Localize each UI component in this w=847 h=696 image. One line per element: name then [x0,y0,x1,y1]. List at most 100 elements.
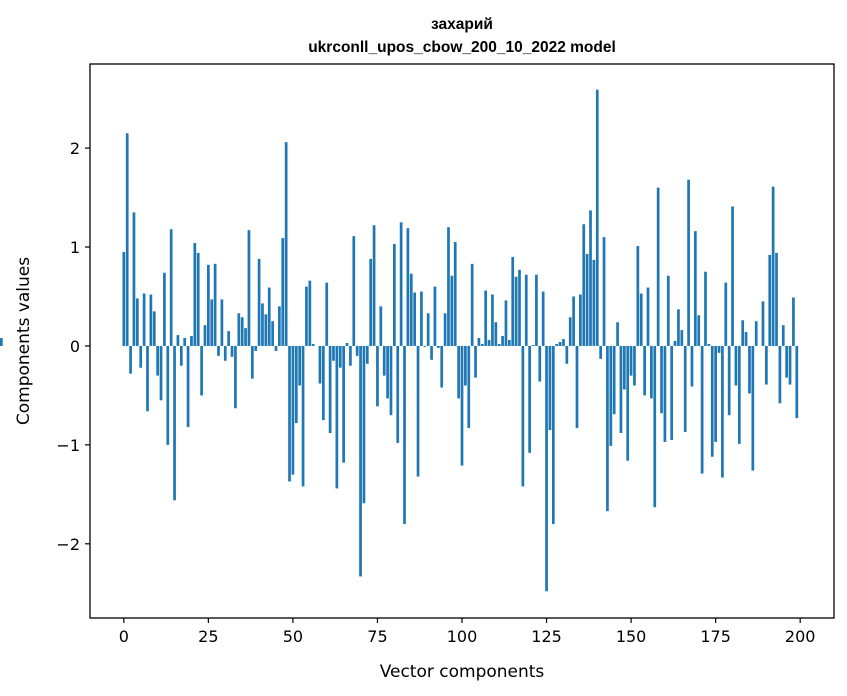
bar-128 [555,343,559,346]
bar-160 [663,345,667,442]
bar-129 [558,341,562,346]
bar-18 [183,338,187,346]
bar-67 [349,345,352,366]
bar-174 [710,345,714,457]
bar-149 [626,345,630,461]
bar-58 [318,345,322,384]
bar-198 [792,297,795,346]
bar-82 [399,222,403,346]
bar-26 [210,299,214,346]
bar-98 [453,242,457,346]
bar-22 [196,252,200,346]
bar-115 [511,256,515,346]
bar-25 [207,264,210,346]
bar-76 [379,306,383,346]
bar-46 [278,306,281,346]
bar-6 [142,293,146,346]
bar-31 [227,331,231,346]
bar-156 [650,345,653,399]
bar-4 [135,298,139,346]
bar-146 [616,322,619,346]
bar-28 [217,345,220,356]
bar-144 [609,345,613,446]
bar-125 [545,345,548,592]
bar-107 [484,290,488,346]
bar-147 [619,345,623,434]
bar-39 [254,345,258,351]
bar-95 [443,313,447,346]
bar-74 [372,225,376,346]
bar-51 [294,345,298,424]
bar-80 [393,244,396,346]
bar-109 [491,294,494,346]
bar-92 [433,286,437,346]
bar-56 [311,343,315,346]
bar-44 [271,321,274,346]
bar-153 [639,293,643,346]
bar-21 [193,243,197,346]
bar-178 [724,282,728,346]
bar-120 [528,345,531,453]
bar-182 [737,345,741,444]
bar-104 [474,345,477,378]
bar-180 [731,206,734,346]
bar-140 [595,89,599,346]
bar-70 [359,345,362,577]
bar-73 [369,258,373,346]
bar-83 [403,345,406,525]
bar-131 [565,345,569,364]
bar-172 [704,271,707,346]
bar-11 [159,345,163,401]
bar-133 [572,296,575,346]
bar-175 [714,345,717,442]
bar-181 [734,345,738,386]
bar-167 [687,179,690,346]
bar-86 [413,292,417,346]
bar-52 [298,345,302,386]
bar-60 [325,282,329,346]
bar-43 [267,287,271,346]
chart-subtitle: ukrconll_upos_cbow_200_10_2022 model [308,39,616,56]
bar-136 [582,224,586,346]
x-tick-label-75: 75 [367,627,387,646]
bar-34 [237,313,241,346]
bar-37 [247,230,251,346]
bar-123 [538,345,542,382]
bar-152 [636,246,640,346]
bar-150 [629,345,633,376]
bar-151 [633,345,636,386]
bar-179 [727,345,731,416]
bar-111 [497,343,501,346]
bar-108 [487,340,491,346]
bar-127 [551,345,555,525]
bar-116 [514,276,518,346]
bar-7 [146,345,149,412]
bar-134 [575,345,579,429]
bar-168 [690,345,694,387]
bar-141 [599,345,603,359]
x-tick-label-100: 100 [447,627,478,646]
bar-122 [535,274,538,346]
bar-54 [305,286,308,346]
bar-154 [643,345,646,396]
bar-192 [771,186,775,346]
bar-158 [656,187,660,346]
bar-97 [450,275,454,346]
bar-190 [765,345,768,385]
bar-9 [152,311,156,346]
bar-77 [382,345,386,376]
bar-191 [768,254,772,346]
x-tick-label-150: 150 [616,627,647,646]
y-axis-ticks: −2 −1 0 1 2 [56,139,90,554]
bar-55 [308,280,312,346]
x-axis-ticks: 0 25 50 75 100 125 150 175 200 [119,618,815,646]
bar-91 [430,345,433,360]
bar-69 [355,345,359,356]
bar-94 [440,345,444,388]
bar-106 [480,343,484,346]
bar-138 [589,210,592,346]
bar-99 [457,345,460,399]
bar-79 [389,345,393,416]
bar-105 [477,338,481,346]
